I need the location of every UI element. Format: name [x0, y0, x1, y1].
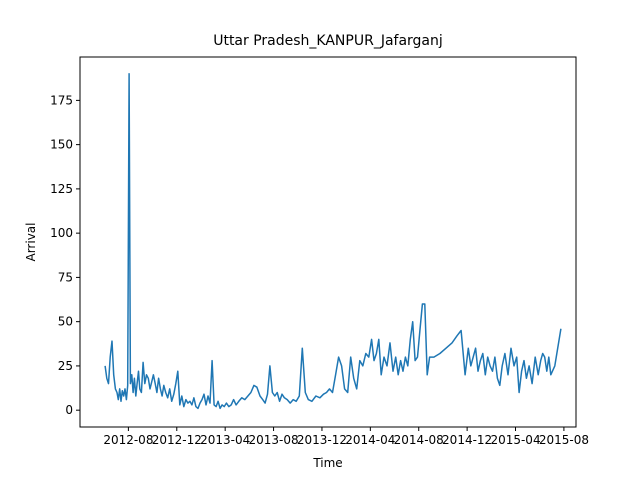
x-tick-label: 2013-04 — [200, 433, 250, 447]
y-tick-label: 100 — [50, 226, 73, 240]
x-tick-label: 2014-12 — [442, 433, 492, 447]
x-axis-label: Time — [312, 456, 342, 470]
x-tick-label: 2014-08 — [394, 433, 444, 447]
x-tick-label: 2015-04 — [490, 433, 540, 447]
y-axis-label: Arrival — [24, 223, 38, 262]
x-tick-label: 2013-12 — [297, 433, 347, 447]
x-tick-label: 2012-12 — [152, 433, 202, 447]
data-line — [104, 73, 562, 410]
axes-frame — [79, 56, 577, 428]
x-tick-label: 2012-08 — [103, 433, 153, 447]
y-tick-label: 150 — [50, 138, 73, 152]
chart-title: Uttar Pradesh_KANPUR_Jafarganj — [213, 33, 443, 49]
y-tick-label: 75 — [58, 270, 73, 284]
y-tick-label: 50 — [58, 315, 73, 329]
y-tick-label: 25 — [58, 359, 73, 373]
x-tick-label: 2013-08 — [248, 433, 298, 447]
x-tick-label: 2015-08 — [539, 433, 589, 447]
y-tick-label: 0 — [65, 403, 73, 417]
x-tick-label: 2014-04 — [345, 433, 395, 447]
y-tick-label: 175 — [50, 93, 73, 107]
y-tick-label: 125 — [50, 182, 73, 196]
